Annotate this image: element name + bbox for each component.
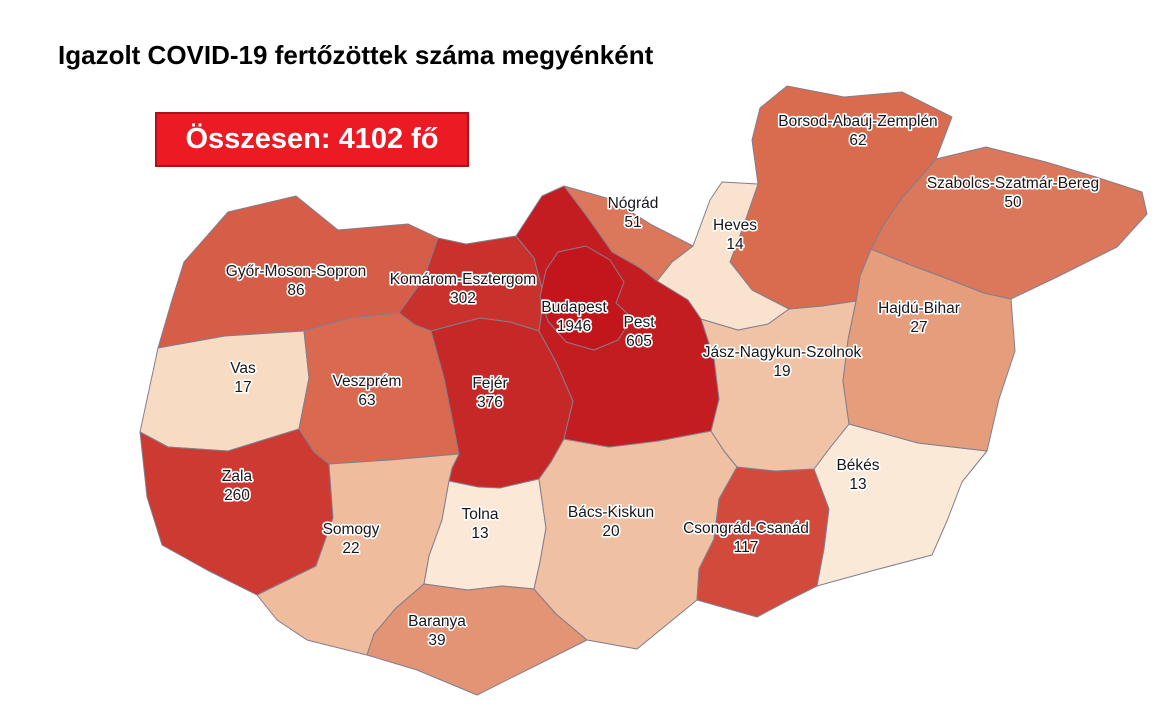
county-value-tolna: 13 — [471, 525, 488, 542]
county-label-gyor-moson-sopron: Győr-Moson-Sopron — [226, 263, 366, 280]
county-value-hajdu-bihar: 27 — [910, 319, 927, 336]
county-value-baranya: 39 — [428, 632, 445, 649]
county-value-pest: 605 — [626, 333, 652, 350]
county-label-komarom-esztergom: Komárom-Esztergom — [390, 271, 536, 288]
county-shape-baranya — [366, 583, 588, 696]
county-label-borsod-abauj-zemplen: Borsod-Abaúj-Zemplén — [778, 113, 937, 130]
county-label-somogy: Somogy — [323, 521, 380, 538]
county-label-bacs-kiskun: Bács-Kiskun — [568, 504, 654, 521]
county-value-bekes: 13 — [849, 476, 866, 493]
county-label-jasz-nagykun-szolnok: Jász-Nagykun-Szolnok — [703, 344, 862, 361]
county-label-zala: Zala — [222, 468, 253, 485]
county-label-tolna: Tolna — [461, 506, 498, 523]
county-label-bekes: Békés — [836, 457, 879, 474]
county-label-budapest: Budapest — [541, 299, 607, 316]
county-value-budapest: 1946 — [557, 318, 591, 335]
county-shape-vas — [139, 330, 310, 452]
county-label-nograd: Nógrád — [608, 195, 659, 212]
total-badge: Összesen: 4102 fő — [155, 112, 469, 167]
county-value-komarom-esztergom: 302 — [450, 290, 476, 307]
county-value-heves: 14 — [726, 236, 744, 253]
county-label-hajdu-bihar: Hajdú-Bihar — [878, 300, 960, 317]
county-shape-budapest — [539, 245, 633, 351]
county-label-szabolcs-szatmar-bereg: Szabolcs-Szatmár-Bereg — [927, 175, 1099, 192]
county-label-heves: Heves — [713, 217, 757, 234]
county-value-csongrad-csanad: 117 — [734, 539, 759, 556]
county-value-szabolcs-szatmar-bereg: 50 — [1004, 194, 1022, 211]
county-value-veszprem: 63 — [358, 392, 375, 409]
county-shape-bacs-kiskun — [533, 430, 738, 650]
county-label-vas: Vas — [230, 360, 256, 377]
county-value-fejer: 376 — [477, 394, 503, 411]
county-value-gyor-moson-sopron: 86 — [287, 282, 304, 299]
county-label-csongrad-csanad: Csongrád-Csanád — [683, 520, 809, 537]
county-value-nograd: 51 — [624, 214, 641, 231]
county-value-zala: 260 — [224, 487, 250, 504]
page-title: Igazolt COVID-19 fertőzöttek száma megyé… — [58, 40, 654, 70]
county-value-vas: 17 — [234, 379, 251, 396]
county-value-bacs-kiskun: 20 — [602, 523, 620, 540]
county-shape-zala — [139, 428, 334, 596]
county-value-jasz-nagykun-szolnok: 19 — [773, 363, 790, 380]
county-value-somogy: 22 — [342, 540, 359, 557]
county-label-veszprem: Veszprém — [333, 373, 402, 390]
county-value-borsod-abauj-zemplen: 62 — [849, 132, 866, 149]
county-label-fejer: Fejér — [472, 375, 507, 392]
county-label-baranya: Baranya — [408, 613, 466, 630]
county-label-pest: Pest — [623, 314, 655, 331]
